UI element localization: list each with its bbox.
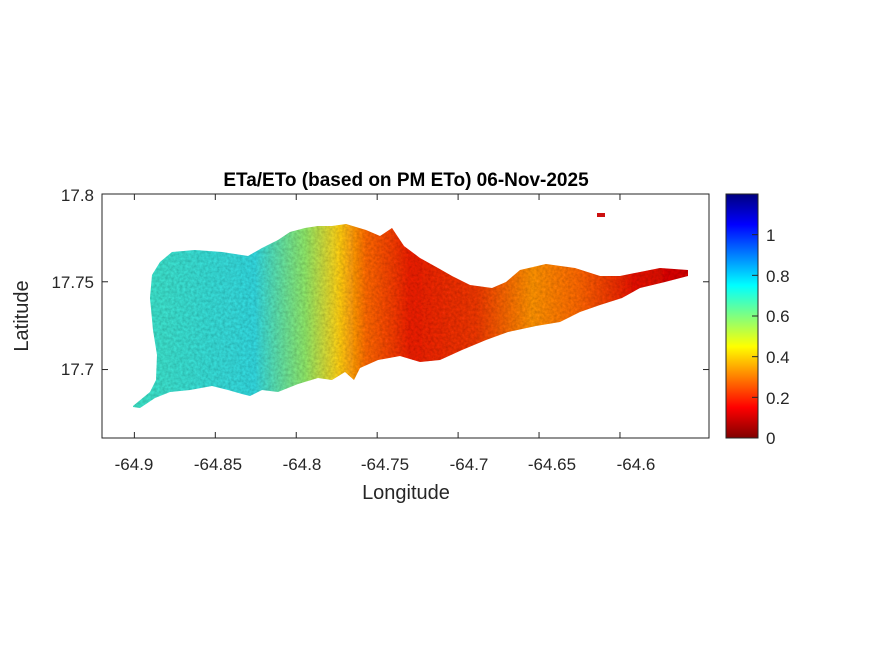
- axes-box: [101, 193, 710, 439]
- x-tick-label: -64.7: [450, 455, 489, 474]
- x-axis: [133, 194, 621, 438]
- x-tick-label: -64.8: [283, 455, 322, 474]
- x-tick-label: -64.85: [194, 455, 242, 474]
- x-axis-label: Longitude: [362, 482, 450, 504]
- x-tick-label: -64.9: [115, 455, 154, 474]
- colorbar-tick-label: 1: [766, 226, 775, 245]
- island-shape: [133, 224, 688, 408]
- colorbar-tick-label: 0.2: [766, 389, 790, 408]
- colorbar-tick-label: 0: [766, 429, 775, 448]
- chart-title: ETa/ETo (based on PM ETo) 06-Nov-2025: [223, 170, 589, 191]
- y-tick-label: 17.75: [51, 273, 94, 292]
- colorbar-tick-label: 0.6: [766, 307, 790, 326]
- colorbar: 0 0.2 0.4 0.6 0.8 1: [725, 193, 790, 448]
- y-tick-label: 17.7: [61, 360, 94, 379]
- x-tick-label: -64.75: [361, 455, 409, 474]
- colorbar-tick-label: 0.4: [766, 348, 790, 367]
- colorbar-tick-label: 0.8: [766, 267, 790, 286]
- colorbar-ticks: [752, 234, 758, 439]
- y-axis: [102, 193, 709, 371]
- map-raster: [133, 213, 688, 408]
- islet: [597, 213, 605, 217]
- x-tick-label: -64.65: [528, 455, 576, 474]
- y-axis-label: Latitude: [11, 280, 33, 351]
- x-tick-label: -64.6: [617, 455, 656, 474]
- y-tick-label: 17.8: [61, 186, 94, 205]
